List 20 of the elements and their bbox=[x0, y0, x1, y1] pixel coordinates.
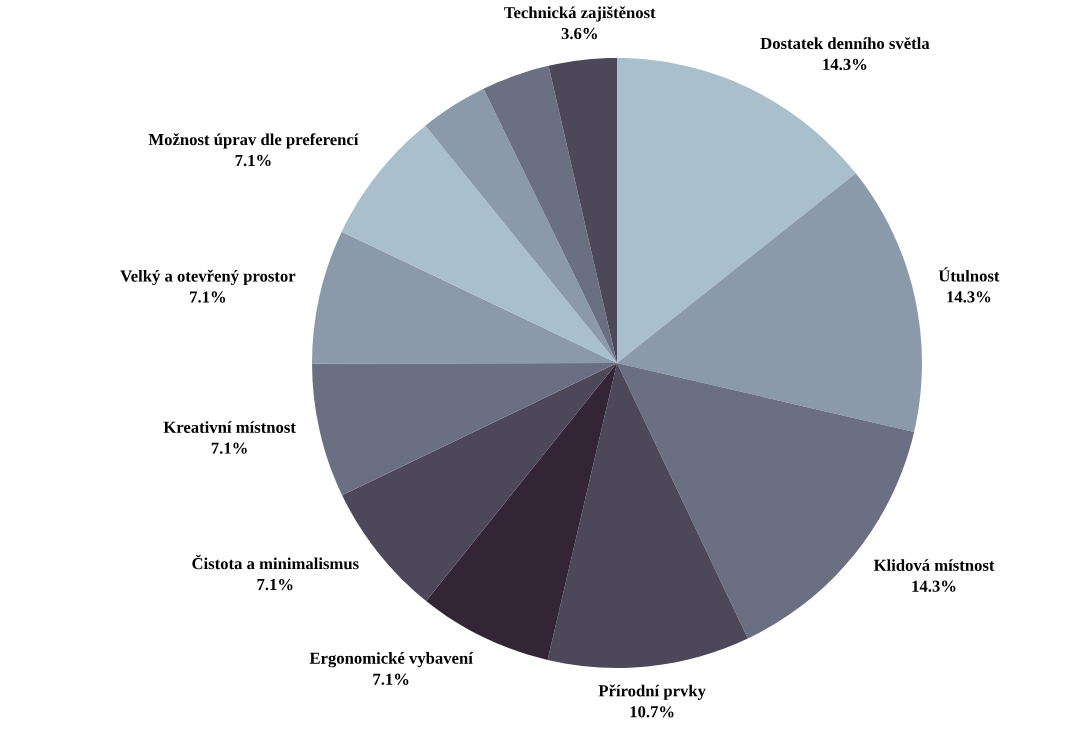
data-label: 7.1% bbox=[190, 291, 226, 303]
data-label: 3.6% bbox=[561, 27, 597, 40]
slice-label: Přírodní prvky bbox=[598, 684, 706, 700]
slice-label: Dostatek denního světla bbox=[760, 37, 930, 50]
slice-label: Ergonomické vybavení bbox=[309, 652, 474, 668]
slice-label: Technická zajištěnost bbox=[504, 6, 656, 22]
data-label: 10.7% bbox=[630, 706, 674, 718]
data-label: 7.1% bbox=[373, 673, 409, 685]
data-label: 7.1% bbox=[235, 154, 271, 167]
data-label: 7.1% bbox=[211, 442, 247, 454]
slice-label: Velký a otevřený prostor bbox=[120, 269, 296, 286]
data-label: 14.3% bbox=[823, 58, 867, 71]
slice-label: Čistota a minimalismus bbox=[192, 554, 359, 570]
data-label: 7.1% bbox=[257, 578, 293, 591]
data-label: 14.3% bbox=[947, 291, 991, 303]
slice-label: Útulnost bbox=[938, 267, 1000, 282]
slice-label: Možnost úprav dle preferencí bbox=[148, 133, 359, 149]
slice-label: Klidová místnost bbox=[873, 559, 995, 571]
data-label: 14.3% bbox=[912, 580, 956, 592]
slice-label: Kreativní místnost bbox=[163, 421, 296, 433]
